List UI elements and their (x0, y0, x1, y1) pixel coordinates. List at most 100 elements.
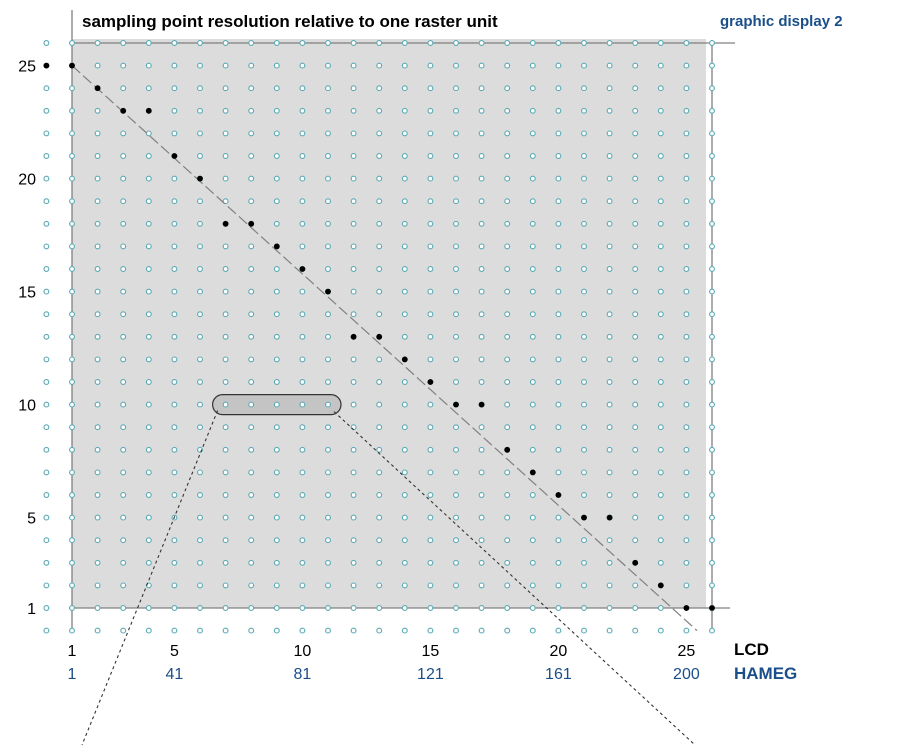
grid-dot (657, 175, 664, 182)
grid-dot (453, 605, 459, 611)
grid-dot (376, 401, 383, 408)
grid-dot (632, 379, 639, 385)
grid-dot (683, 153, 690, 159)
grid-dot (606, 537, 613, 544)
grid-dot (376, 243, 383, 250)
grid-dot (606, 356, 613, 363)
grid-dot (657, 333, 664, 340)
grid-dot (197, 627, 203, 634)
grid-dot (606, 605, 613, 611)
grid-dot (248, 333, 255, 340)
grid-dot (555, 107, 562, 114)
grid-dot (145, 198, 152, 205)
grid-dot (376, 559, 383, 566)
grid-dot (427, 401, 434, 408)
x-axis-lcd-ticks: 1 5 10 15 20 25 (68, 643, 696, 660)
grid-dot (43, 582, 50, 589)
grid-dot (478, 175, 485, 182)
grid-dot (504, 40, 511, 46)
grid-dot (453, 130, 459, 137)
grid-dot (401, 266, 408, 272)
grid-dot (453, 469, 459, 476)
grid-dot (69, 198, 75, 205)
grid-dot (709, 266, 715, 272)
grid-dot (606, 266, 613, 272)
grid-dot (529, 288, 536, 295)
grid-dot (709, 356, 715, 363)
grid-dot (273, 559, 280, 566)
grid-dot (273, 85, 280, 92)
grid-dot (555, 40, 562, 46)
y-tick-label: 20 (18, 172, 36, 189)
grid-dot (222, 107, 229, 114)
grid-dot (145, 424, 152, 431)
grid-dot (478, 492, 485, 498)
grid-dot (555, 85, 562, 92)
diagram-title: sampling point resolution relative to on… (82, 12, 498, 31)
grid-dot (171, 243, 178, 250)
grid-dot (529, 559, 536, 566)
grid-dot (581, 492, 587, 498)
grid-dot (299, 356, 306, 363)
grid-dot (632, 130, 639, 137)
grid-dot (43, 446, 50, 453)
grid-dot (606, 311, 613, 318)
grid-dot (709, 537, 715, 544)
grid-dot (43, 153, 50, 159)
grid-dot (683, 243, 690, 250)
grid-dot (145, 401, 152, 408)
sample-point (197, 175, 203, 182)
grid-dot (325, 40, 331, 46)
grid-dot (529, 424, 536, 431)
grid-dot (504, 266, 511, 272)
grid-dot (376, 107, 383, 114)
grid-dot (350, 198, 357, 205)
grid-dot (197, 469, 203, 476)
grid-dot (632, 62, 639, 69)
grid-dot (683, 266, 690, 272)
grid-dot (94, 605, 101, 611)
grid-dot (453, 107, 459, 114)
grid-dot (222, 85, 229, 92)
sample-point (299, 266, 306, 272)
grid-dot (683, 85, 690, 92)
highlight-grid-dot (248, 401, 255, 408)
hameg-tick-label: 121 (417, 666, 444, 683)
grid-dot (709, 85, 715, 92)
grid-dot (555, 243, 562, 250)
grid-dot (606, 559, 613, 566)
edge-sample-point (709, 605, 715, 611)
grid-dot (43, 559, 50, 566)
grid-dot (555, 333, 562, 340)
grid-dot (171, 627, 178, 634)
grid-dot (478, 153, 485, 159)
grid-dot (197, 40, 203, 46)
grid-dot (248, 559, 255, 566)
grid-dot (529, 537, 536, 544)
grid-dot (401, 85, 408, 92)
grid-dot (581, 130, 587, 137)
grid-dot (325, 356, 331, 363)
grid-dot (222, 514, 229, 521)
grid-dot (94, 220, 101, 227)
grid-dot (145, 130, 152, 137)
grid-dot (581, 446, 587, 453)
grid-dot (120, 333, 127, 340)
grid-dot (299, 220, 306, 227)
grid-dot (683, 492, 690, 498)
grid-dot (555, 220, 562, 227)
grid-dot (683, 582, 690, 589)
grid-dot (248, 62, 255, 69)
grid-dot (145, 469, 152, 476)
grid-dot (94, 130, 101, 137)
grid-dot (222, 243, 229, 250)
grid-dot (94, 311, 101, 318)
grid-dot (248, 537, 255, 544)
grid-dot (376, 130, 383, 137)
grid-dot (145, 40, 152, 46)
grid-dot (529, 582, 536, 589)
grid-dot (43, 85, 50, 92)
grid-dot (325, 379, 331, 385)
grid-dot (197, 605, 203, 611)
